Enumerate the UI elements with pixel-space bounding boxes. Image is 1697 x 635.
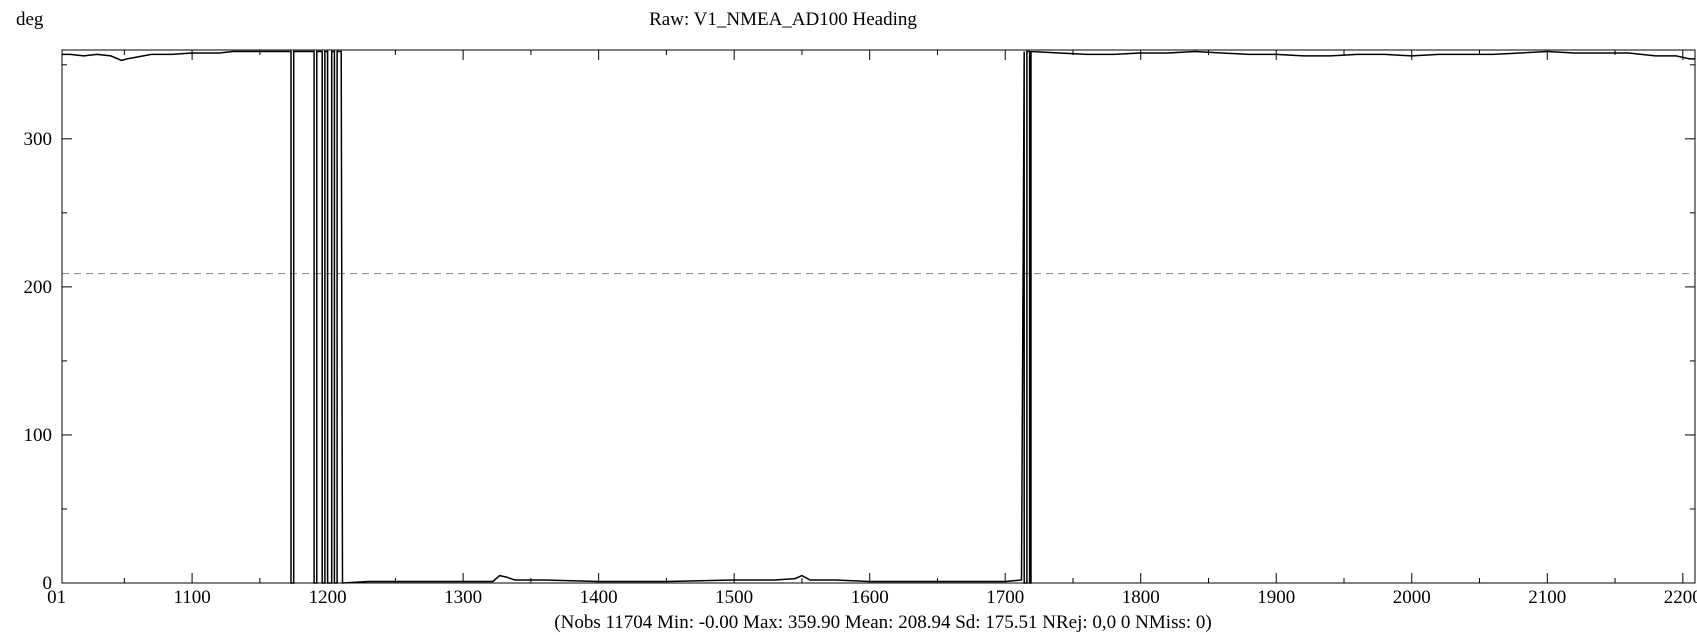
x-tick-label: 1600	[851, 587, 889, 608]
x-tick-label: 1100	[173, 587, 210, 608]
x-tick-label: 1500	[715, 587, 753, 608]
x-tick-label: 2100	[1528, 587, 1566, 608]
x-tick-label: 1300	[444, 587, 482, 608]
x-tick-label: 2200	[1664, 587, 1697, 608]
x-tick-label: 1700	[986, 587, 1024, 608]
axis-ticks	[62, 50, 1695, 584]
x-tick-label: 01	[47, 587, 66, 608]
y-tick-label: 200	[24, 277, 53, 298]
x-tick-labels: 01 1100 1200 1300 1400 1500 1600 1700 1800 1900 20…	[47, 587, 1697, 608]
y-axis-unit-label: deg	[16, 9, 44, 30]
y-tick-label: 300	[24, 129, 53, 150]
x-tick-label: 1200	[309, 587, 347, 608]
x-tick-label: 1400	[580, 587, 618, 608]
plot-frame	[61, 49, 1696, 584]
y-tick-label: 100	[24, 425, 53, 446]
x-tick-label: 1900	[1257, 587, 1295, 608]
x-tick-label: 1800	[1122, 587, 1160, 608]
series-line-heading	[62, 50, 1695, 584]
y-tick-labels: 0 100 200 300	[24, 129, 53, 594]
chart-title: Raw: V1_NMEA_AD100 Heading	[649, 9, 917, 30]
statistics-summary: (Nobs 11704 Min: -0.00 Max: 359.90 Mean:…	[554, 612, 1211, 633]
x-tick-label: 2000	[1393, 587, 1431, 608]
y-tick-label: 0	[43, 573, 53, 594]
